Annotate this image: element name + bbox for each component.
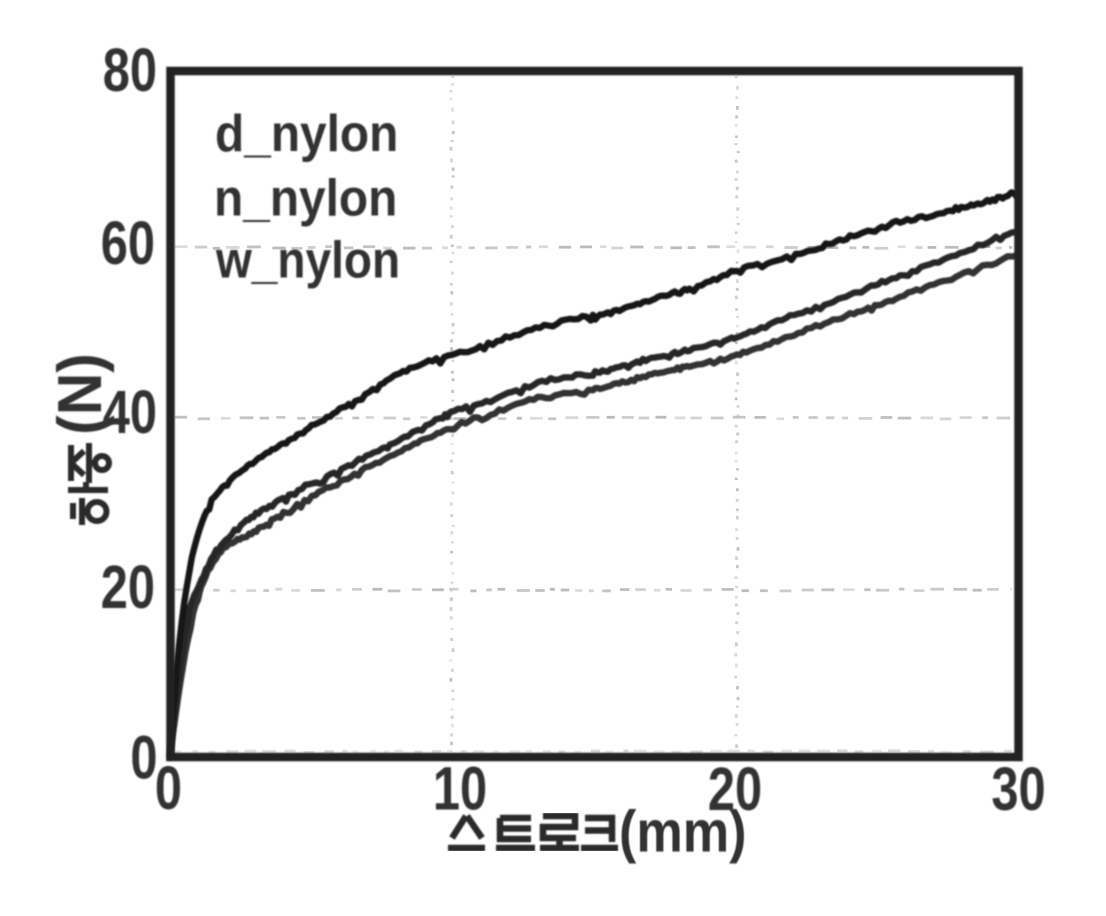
svg-text:d_nylon: d_nylon [215,104,398,162]
svg-text:10: 10 [433,754,487,822]
svg-text:40: 40 [103,378,157,446]
svg-text:0: 0 [155,754,182,822]
svg-text:(N): (N) [45,353,115,435]
svg-text:20: 20 [708,755,762,823]
svg-text:30: 30 [991,755,1045,823]
svg-text:n_nylon: n_nylon [214,169,397,227]
svg-text:60: 60 [101,209,155,277]
svg-text:(mm): (mm) [619,799,747,864]
svg-text:w_nylon: w_nylon [215,232,400,289]
svg-text:0: 0 [130,723,157,791]
svg-text:20: 20 [101,553,155,621]
svg-text:80: 80 [103,36,157,104]
